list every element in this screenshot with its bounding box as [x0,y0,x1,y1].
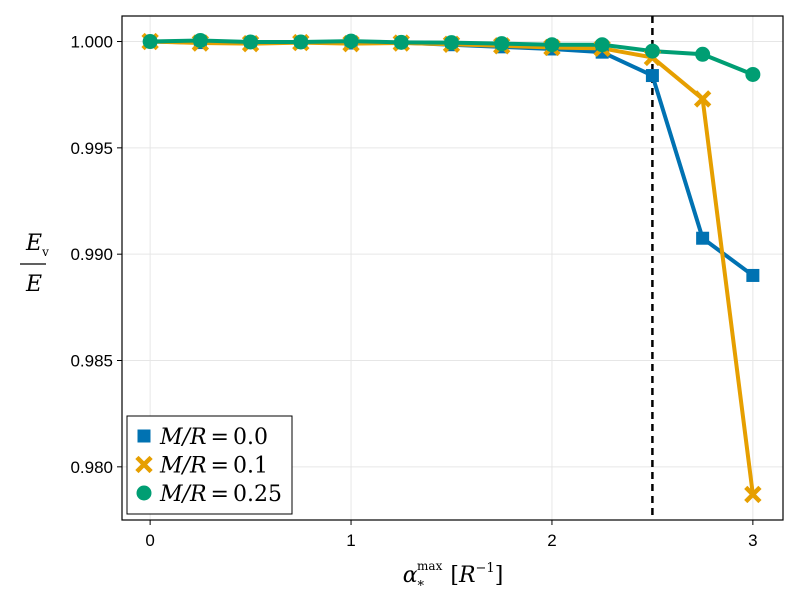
x-tick-label: 0 [145,531,154,550]
legend-label: M/R = 0.0 [159,425,268,450]
y-label-numerator: Ev [25,231,49,259]
legend-marker [135,455,153,474]
series-markers-2 [142,32,761,82]
y-axis-ticks: 0.980 0.985 0.990 0.995 1.000 [70,33,122,477]
data-point [544,37,560,53]
legend-marker [136,485,152,501]
data-point [745,66,761,82]
data-point [293,34,309,50]
y-label-denominator: E [25,272,42,297]
data-point [243,34,259,50]
legend-entry-2: M/R = 0.25 [136,482,282,507]
x-axis-ticks: 0 1 2 3 [145,520,758,550]
x-label-unit-exp: −1 [476,561,495,576]
x-axis-label: α* max [R−1] [403,559,504,594]
y-tick-label: 0.980 [70,458,113,477]
x-label-unit-close: ] [495,563,504,588]
y-tick-label: 1.000 [70,33,113,52]
plot-frame [121,15,784,521]
data-point [645,69,659,83]
x-label-unit-var: R [458,563,476,588]
y-label-numerator-sub: v [41,245,49,259]
data-point [192,32,208,48]
y-tick-label: 0.990 [70,245,113,264]
data-point [696,231,710,245]
data-point [644,43,660,59]
y-tick-label: 0.985 [70,352,113,371]
series-markers [141,32,762,504]
x-tick-label: 2 [547,531,556,550]
data-point [693,90,712,108]
data-point [393,34,409,50]
data-point [443,35,459,51]
legend-box [126,415,293,515]
data-point [746,268,760,282]
data-point [594,37,610,53]
legend-entry-0: M/R = 0.0 [137,425,268,450]
data-point [695,46,711,62]
legend-label: M/R = 0.1 [159,454,268,479]
legend-entry-1: M/R = 0.1 [135,454,268,479]
data-point [494,36,510,52]
x-label-sup: max [417,559,443,573]
data-point [142,34,158,50]
x-label-unit-open: [ [450,563,459,588]
y-axis-label: Ev E [20,231,49,297]
y-tick-label: 0.995 [70,139,113,158]
x-tick-label: 1 [346,531,355,550]
x-label-sub: * [418,579,425,594]
legend-marker [137,429,151,443]
x-tick-label: 3 [748,531,757,550]
data-point [343,33,359,49]
data-point [744,485,762,504]
x-label-base: α [403,563,418,588]
legend-label: M/R = 0.25 [159,482,282,507]
legend: M/R = 0.0 M/R = 0.1 M/R = 0.25 [126,415,293,515]
series-line-0 [150,39,755,278]
